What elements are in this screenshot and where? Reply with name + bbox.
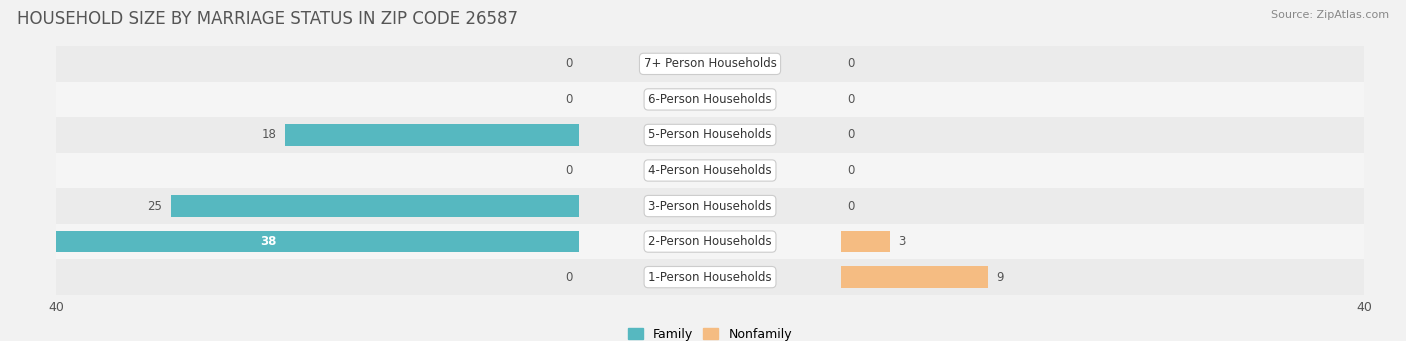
Bar <box>56 46 1364 81</box>
Text: 6-Person Households: 6-Person Households <box>648 93 772 106</box>
Text: 7+ Person Households: 7+ Person Households <box>644 57 776 70</box>
Bar <box>56 81 1364 117</box>
Text: 4-Person Households: 4-Person Households <box>648 164 772 177</box>
Text: 5-Person Households: 5-Person Households <box>648 129 772 142</box>
Text: 0: 0 <box>565 57 572 70</box>
Bar <box>56 188 1364 224</box>
Bar <box>56 153 1364 188</box>
Text: 9: 9 <box>995 271 1004 284</box>
Text: HOUSEHOLD SIZE BY MARRIAGE STATUS IN ZIP CODE 26587: HOUSEHOLD SIZE BY MARRIAGE STATUS IN ZIP… <box>17 10 517 28</box>
Text: 3: 3 <box>898 235 905 248</box>
Text: 0: 0 <box>848 57 855 70</box>
Text: 2-Person Households: 2-Person Households <box>648 235 772 248</box>
Legend: Family, Nonfamily: Family, Nonfamily <box>623 323 797 341</box>
Text: 0: 0 <box>848 199 855 212</box>
Text: Source: ZipAtlas.com: Source: ZipAtlas.com <box>1271 10 1389 20</box>
Text: 0: 0 <box>848 93 855 106</box>
Bar <box>170 195 579 217</box>
Bar <box>56 224 1364 260</box>
Text: 38: 38 <box>260 235 277 248</box>
Bar <box>841 231 890 252</box>
Text: 1-Person Households: 1-Person Households <box>648 271 772 284</box>
Text: 0: 0 <box>565 271 572 284</box>
Text: 0: 0 <box>565 93 572 106</box>
Bar <box>56 260 1364 295</box>
Text: 0: 0 <box>565 164 572 177</box>
Text: 0: 0 <box>848 164 855 177</box>
Text: 3-Person Households: 3-Person Households <box>648 199 772 212</box>
Bar <box>0 231 579 252</box>
Bar <box>285 124 579 146</box>
Text: 18: 18 <box>262 129 277 142</box>
Text: 0: 0 <box>848 129 855 142</box>
Text: 25: 25 <box>148 199 163 212</box>
Bar <box>841 266 988 288</box>
Bar <box>56 117 1364 153</box>
